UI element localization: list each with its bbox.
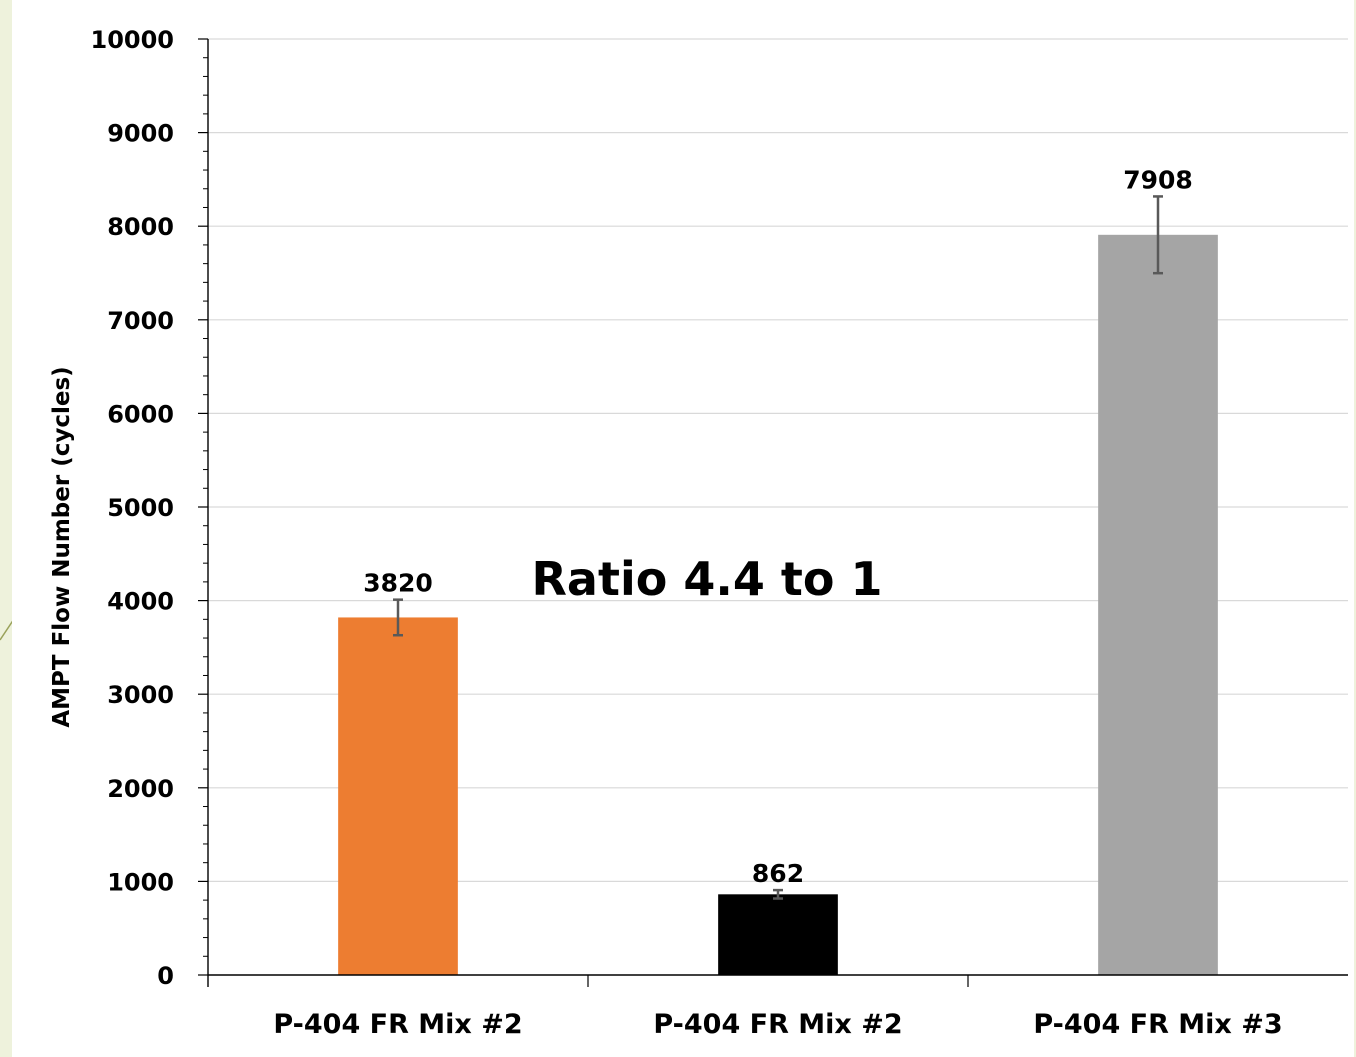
bar xyxy=(718,894,838,975)
slide-background-strip-right xyxy=(1354,0,1356,1057)
bar xyxy=(338,617,458,975)
y-tick-label: 6000 xyxy=(107,400,174,428)
axes xyxy=(198,38,1348,987)
x-category-label: P-404 FR Mix #3 xyxy=(1033,1009,1282,1040)
y-tick-label: 10000 xyxy=(91,26,175,54)
data-label: 862 xyxy=(752,859,804,888)
x-category-label: P-404 FR Mix #2 xyxy=(273,1009,522,1040)
y-tick-label: 8000 xyxy=(107,213,174,241)
data-label: 7908 xyxy=(1123,165,1193,194)
y-tick-label: 3000 xyxy=(107,681,174,709)
labels: 0 1000 2000 3000 4000 5000 6000 7000 8000 9000 100… xyxy=(91,26,1283,1040)
data-label: 3820 xyxy=(363,569,433,598)
y-tick-label: 0 xyxy=(157,962,174,990)
y-tick-label: 9000 xyxy=(107,120,174,148)
y-tick-label: 1000 xyxy=(107,868,174,896)
y-tick-label: 2000 xyxy=(107,775,174,803)
x-category-label: P-404 FR Mix #2 xyxy=(653,1009,902,1040)
y-tick-label: 5000 xyxy=(107,494,174,522)
bars xyxy=(338,195,1218,975)
bar xyxy=(1098,234,1218,975)
y-tick-label: 7000 xyxy=(107,307,174,335)
y-tick-label: 4000 xyxy=(107,588,174,616)
y-axis-title: AMPT Flow Number (cycles) xyxy=(49,366,75,727)
ratio-annotation: Ratio 4.4 to 1 xyxy=(532,552,883,606)
